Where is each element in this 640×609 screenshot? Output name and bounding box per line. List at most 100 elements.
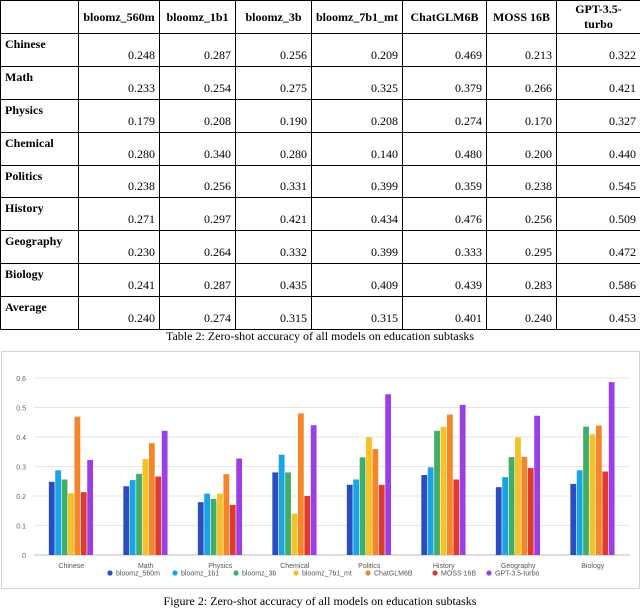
bar [162,431,168,555]
header-corner-cell [1,1,79,34]
bar [155,477,161,555]
y-tick-label: 0.4 [16,435,26,442]
table-cell: 0.140 [312,132,403,165]
bar [583,427,589,555]
bar [521,457,527,555]
bar [379,485,385,555]
x-tick-label: Politics [358,563,381,570]
bar [198,502,204,555]
table-cell: 0.208 [160,99,236,132]
column-header: MOSS 16B [487,1,557,34]
table-cell: 0.315 [236,297,312,330]
table-cell: 0.208 [312,99,403,132]
bar [441,427,447,555]
y-tick-label: 0.5 [16,406,26,413]
y-tick-label: 0.6 [16,376,26,383]
bar [49,482,55,555]
bar [534,416,540,555]
x-tick-label: Geography [501,563,536,570]
row-label: Chinese [1,34,79,67]
bar [143,459,149,555]
bar [123,486,129,555]
bar [304,496,310,555]
table-cell: 0.256 [487,198,557,231]
figure-caption: Figure 2: Zero-shot accuracy of all mode… [0,594,640,609]
table-cell: 0.254 [160,66,236,99]
table-cell: 0.399 [312,165,403,198]
bar [347,485,353,555]
table-cell: 0.200 [487,132,557,165]
bar [298,413,304,555]
legend-marker [432,570,437,575]
table-cell: 0.264 [160,231,236,264]
table-cell: 0.274 [160,297,236,330]
row-label: Biology [1,264,79,297]
table-cell: 0.325 [312,66,403,99]
legend-label: bloomz_1b1 [181,571,219,578]
bar [447,415,453,555]
x-tick-label: History [433,563,455,570]
bar [590,434,596,555]
bar [292,514,298,555]
bar [385,394,391,555]
table-cell: 0.248 [79,34,160,67]
table-cell: 0.421 [557,66,640,99]
legend-marker [233,570,238,575]
table-cell: 0.545 [557,165,640,198]
bar [236,459,242,555]
table-cell: 0.240 [487,297,557,330]
row-label: Politics [1,165,79,198]
column-header: ChatGLM6B [403,1,487,34]
row-label: Chemical [1,132,79,165]
bar [74,417,80,555]
column-header: GPT-3.5-turbo [557,1,640,34]
table-cell: 0.287 [160,264,236,297]
bar [453,479,459,555]
table-cell: 0.297 [160,198,236,231]
bar [602,472,608,555]
table-cell: 0.283 [487,264,557,297]
bar [230,505,236,555]
table-cell: 0.439 [403,264,487,297]
bar [279,455,285,555]
bar [528,468,534,555]
bar [570,484,576,555]
table-cell: 0.238 [487,165,557,198]
bar [223,474,229,555]
table-cell: 0.170 [487,99,557,132]
legend-label: MOSS 16B [441,571,476,578]
y-tick-label: 0.3 [16,465,26,472]
bar [136,474,142,555]
bar [62,479,68,555]
bar [421,475,427,555]
bar [68,493,74,555]
table-cell: 0.322 [557,34,640,67]
table-cell: 0.295 [487,231,557,264]
table-cell: 0.434 [312,198,403,231]
bar [577,470,583,555]
bar [311,425,317,555]
legend-marker [107,570,112,575]
table-cell: 0.421 [236,198,312,231]
table-cell: 0.327 [557,99,640,132]
table-cell: 0.271 [79,198,160,231]
bar [81,492,87,555]
column-header: bloomz_3b [236,1,312,34]
x-tick-label: Physics [208,563,233,570]
table-cell: 0.379 [403,66,487,99]
table-cell: 0.331 [236,165,312,198]
bar [149,443,155,555]
table-cell: 0.453 [557,297,640,330]
legend-marker [293,570,298,575]
x-tick-label: Math [138,563,154,570]
bar [130,480,136,555]
